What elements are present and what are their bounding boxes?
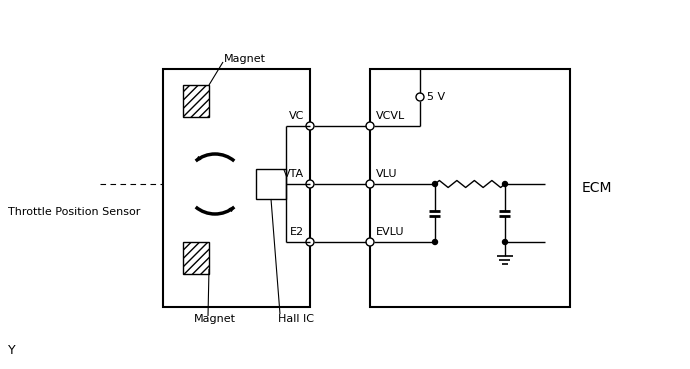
Circle shape — [306, 238, 314, 246]
Circle shape — [366, 180, 374, 188]
Text: Hall IC: Hall IC — [278, 314, 314, 324]
Circle shape — [502, 239, 508, 245]
Circle shape — [433, 239, 437, 245]
Bar — [370, 69, 570, 307]
Circle shape — [433, 182, 437, 186]
Bar — [256, 169, 286, 199]
Text: Y: Y — [8, 345, 16, 358]
Text: 5 V: 5 V — [427, 92, 445, 102]
Text: Throttle Position Sensor: Throttle Position Sensor — [8, 207, 140, 217]
Text: ECM: ECM — [582, 181, 613, 195]
Text: VC: VC — [288, 111, 304, 121]
Bar — [183, 85, 209, 117]
Circle shape — [416, 93, 424, 101]
Circle shape — [366, 238, 374, 246]
Circle shape — [366, 122, 374, 130]
Circle shape — [502, 182, 508, 186]
Circle shape — [306, 180, 314, 188]
Text: E2: E2 — [290, 227, 304, 237]
Text: VCVL: VCVL — [376, 111, 405, 121]
Text: VLU: VLU — [376, 169, 397, 179]
Text: Magnet: Magnet — [194, 314, 236, 324]
Text: Magnet: Magnet — [224, 54, 266, 64]
Circle shape — [306, 122, 314, 130]
Text: VTA: VTA — [283, 169, 304, 179]
Bar — [183, 242, 209, 274]
Bar — [163, 69, 310, 307]
Text: EVLU: EVLU — [376, 227, 404, 237]
